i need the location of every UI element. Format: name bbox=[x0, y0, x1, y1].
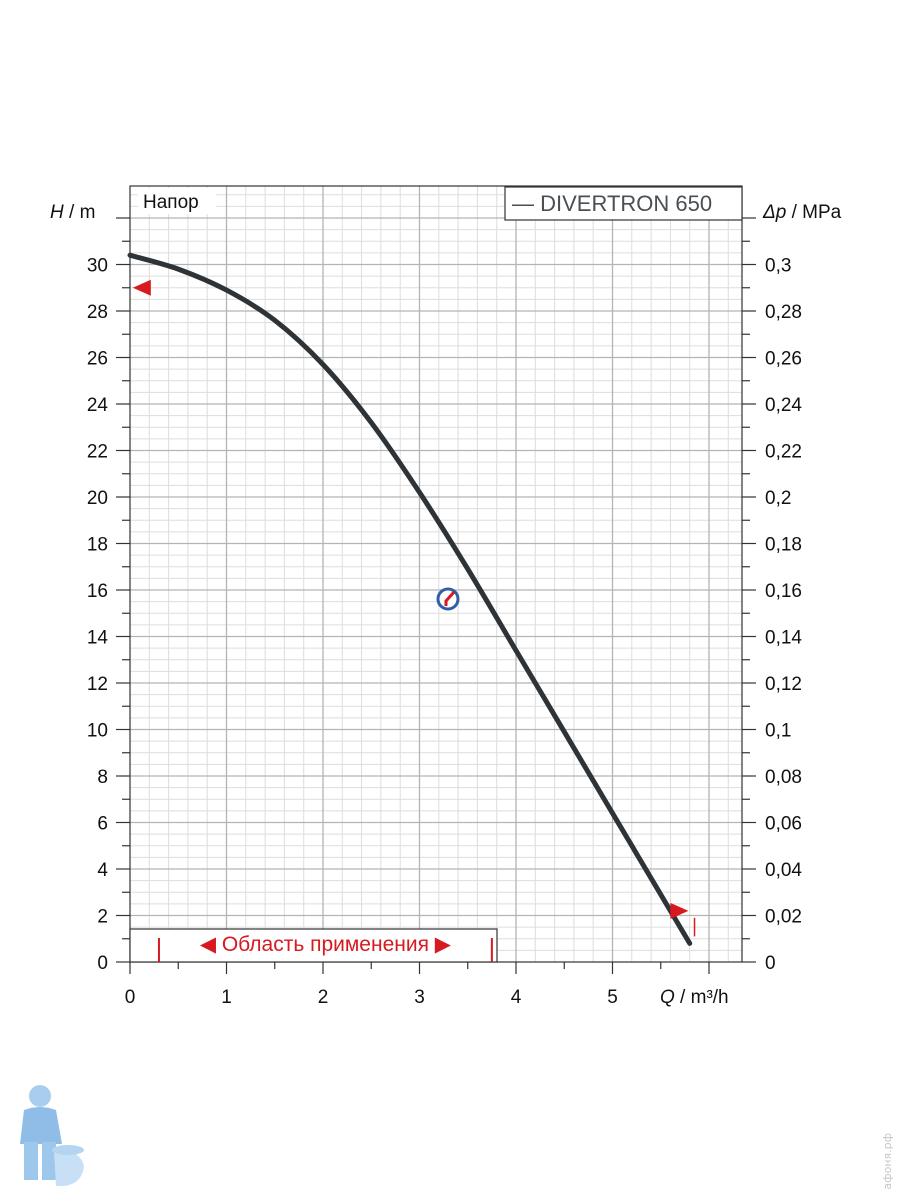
header-label-bg bbox=[138, 188, 216, 214]
y-right-tick-label: 0 bbox=[765, 953, 776, 974]
gauge-icon bbox=[436, 587, 460, 611]
x-tick-label: 2 bbox=[318, 987, 329, 1008]
plumber-mascot-icon bbox=[10, 1082, 90, 1192]
y-left-tick-label: 10 bbox=[87, 721, 108, 742]
operating-markers bbox=[132, 279, 696, 937]
header-label: Напор bbox=[143, 192, 199, 213]
y-right-tick-labels: 0 0,02 0,04 0,06 0,08 0,1 0,12 0,14 0,16 0,18 0,2 0… bbox=[765, 256, 802, 975]
y-left-symbol: H bbox=[50, 202, 64, 223]
y-left-tick-label: 30 bbox=[87, 256, 108, 277]
y-right-tick-label: 0,16 bbox=[765, 581, 802, 602]
y-right-symbol: Δp bbox=[762, 202, 786, 223]
operating-marker-left bbox=[132, 279, 151, 296]
x-tick-label: 3 bbox=[414, 987, 425, 1008]
y-axis-label-left: H / m bbox=[50, 202, 95, 223]
y-axis-label-right: Δp / MPa bbox=[762, 202, 842, 223]
y-left-tick-label: 26 bbox=[87, 349, 108, 370]
y-left-tick-label: 14 bbox=[87, 628, 109, 649]
y-right-tick-label: 0,08 bbox=[765, 767, 802, 788]
x-tick-label: 5 bbox=[607, 987, 618, 1008]
y-left-tick-label: 0 bbox=[97, 953, 108, 974]
y-left-tick-label: 2 bbox=[97, 907, 108, 928]
y-right-tick-label: 0,2 bbox=[765, 488, 791, 509]
y-right-unit: / MPa bbox=[786, 202, 841, 223]
y-right-tick-label: 0,3 bbox=[765, 256, 791, 277]
series-line-divertron-650 bbox=[127, 252, 693, 946]
y-left-tick-label: 12 bbox=[87, 674, 108, 695]
major-grid bbox=[130, 186, 742, 962]
y-left-tick-label: 24 bbox=[87, 395, 109, 416]
right-axis-ticks bbox=[742, 217, 756, 963]
y-right-tick-label: 0,02 bbox=[765, 907, 802, 928]
legend: — DIVERTRON 650 bbox=[504, 186, 743, 221]
y-right-tick-label: 0,24 bbox=[765, 395, 802, 416]
y-left-tick-label: 16 bbox=[87, 581, 108, 602]
y-right-tick-label: 0,22 bbox=[765, 442, 802, 463]
y-left-tick-label: 28 bbox=[87, 302, 108, 323]
y-right-tick-label: 0,1 bbox=[765, 721, 791, 742]
y-left-tick-label: 18 bbox=[87, 535, 108, 556]
y-left-tick-label: 8 bbox=[97, 767, 108, 788]
legend-entry: — DIVERTRON 650 bbox=[512, 191, 712, 216]
application-range: ◀ Область применения ▶ bbox=[129, 928, 498, 963]
minor-grid bbox=[130, 186, 742, 962]
y-left-tick-label: 22 bbox=[87, 442, 108, 463]
x-tick-labels: 0 1 2 3 4 5 bbox=[125, 987, 618, 1008]
y-right-tick-label: 0,06 bbox=[765, 814, 802, 835]
left-axis-ticks bbox=[116, 217, 130, 963]
x-symbol: Q bbox=[660, 987, 675, 1008]
y-right-tick-label: 0,26 bbox=[765, 349, 802, 370]
watermark: афоня.рф bbox=[881, 1133, 894, 1190]
y-left-unit: / m bbox=[64, 202, 96, 223]
y-left-tick-label: 6 bbox=[97, 814, 108, 835]
x-axis-label: Q / m³/h bbox=[660, 987, 729, 1008]
x-tick-label: 1 bbox=[221, 987, 232, 1008]
y-left-tick-label: 4 bbox=[97, 860, 108, 881]
x-unit: / m³/h bbox=[675, 987, 729, 1008]
bottom-axis-ticks bbox=[129, 962, 710, 974]
y-left-tick-label: 20 bbox=[87, 488, 108, 509]
y-right-tick-label: 0,12 bbox=[765, 674, 802, 695]
y-right-tick-label: 0,18 bbox=[765, 535, 802, 556]
y-right-tick-label: 0,14 bbox=[765, 628, 802, 649]
operating-marker-right bbox=[670, 902, 689, 919]
x-tick-label: 0 bbox=[125, 987, 136, 1008]
application-range-label: ◀ Область применения ▶ bbox=[200, 933, 452, 956]
legend-box bbox=[504, 186, 743, 221]
y-right-tick-label: 0,04 bbox=[765, 860, 802, 881]
application-range-box bbox=[129, 928, 498, 963]
x-tick-label: 4 bbox=[511, 987, 522, 1008]
y-right-tick-label: 0,28 bbox=[765, 302, 802, 323]
